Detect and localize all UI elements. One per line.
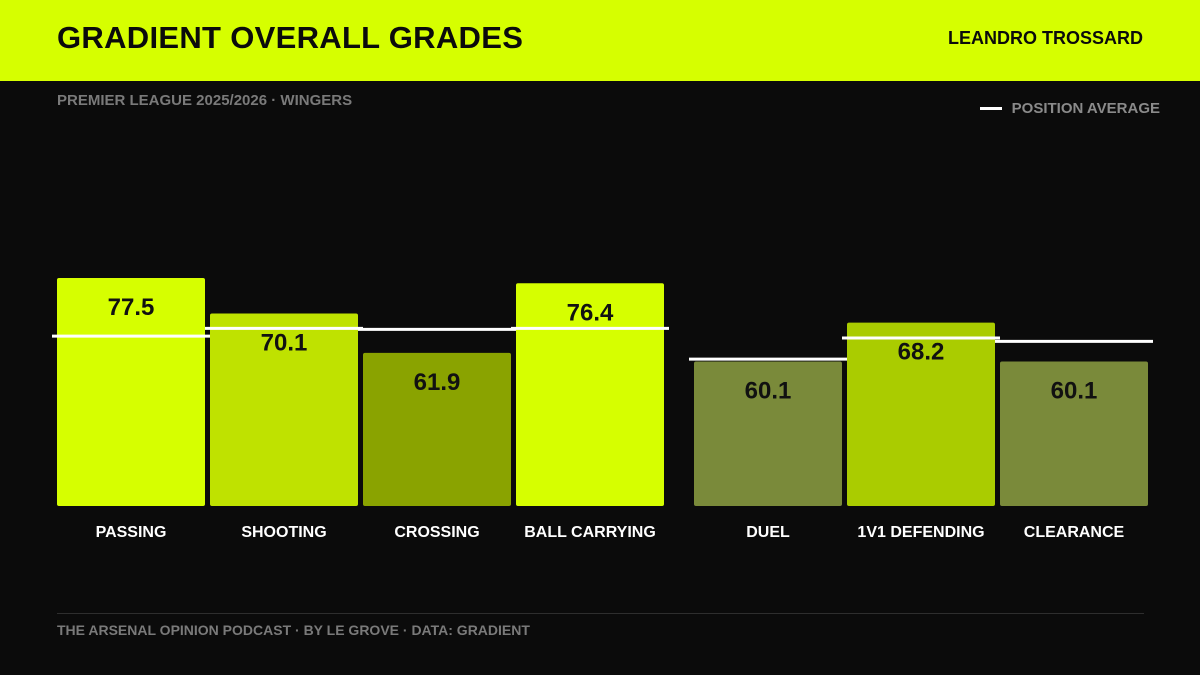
- bar-value-label: 70.1: [261, 330, 308, 357]
- average-line-swatch: [979, 106, 1002, 110]
- page-title: GRADIENT OVERALL GRADES: [57, 20, 524, 55]
- bar-duel: [694, 361, 842, 506]
- bar-value-label: 60.1: [1051, 378, 1098, 405]
- bar-shooting: [210, 313, 358, 506]
- bar-crossing: [363, 352, 511, 506]
- category-label: PASSING: [96, 524, 167, 541]
- footer-divider: [57, 613, 1144, 614]
- legend-label: POSITION AVERAGE: [1011, 99, 1160, 117]
- category-label: SHOOTING: [241, 524, 326, 541]
- bar-value-label: 76.4: [567, 299, 614, 326]
- player-name: LEANDRO TROSSARD: [947, 28, 1143, 48]
- bar-value-label: 60.1: [745, 378, 792, 405]
- bar-value-label: 61.9: [414, 369, 461, 396]
- footer-credit: THE ARSENAL OPINION PODCAST · BY LE GROV…: [57, 622, 530, 638]
- category-label: CROSSING: [394, 524, 479, 541]
- category-label: DUEL: [746, 524, 790, 541]
- category-label: 1V1 DEFENDING: [857, 524, 984, 541]
- bar-value-label: 77.5: [108, 294, 155, 321]
- bar-ball-carrying: [516, 283, 664, 506]
- chart-subtitle: PREMIER LEAGUE 2025/2026 · WINGERS: [57, 92, 353, 109]
- bar-1v1-defending: [847, 322, 995, 506]
- category-label: CLEARANCE: [1024, 524, 1125, 541]
- chart-legend: POSITION AVERAGE: [979, 98, 1160, 118]
- category-label: BALL CARRYING: [524, 524, 656, 541]
- header-bar: GRADIENT OVERALL GRADES LEANDRO TROSSARD: [0, 0, 1200, 81]
- bar-value-label: 68.2: [898, 339, 945, 366]
- bar-clearance: [1000, 361, 1148, 506]
